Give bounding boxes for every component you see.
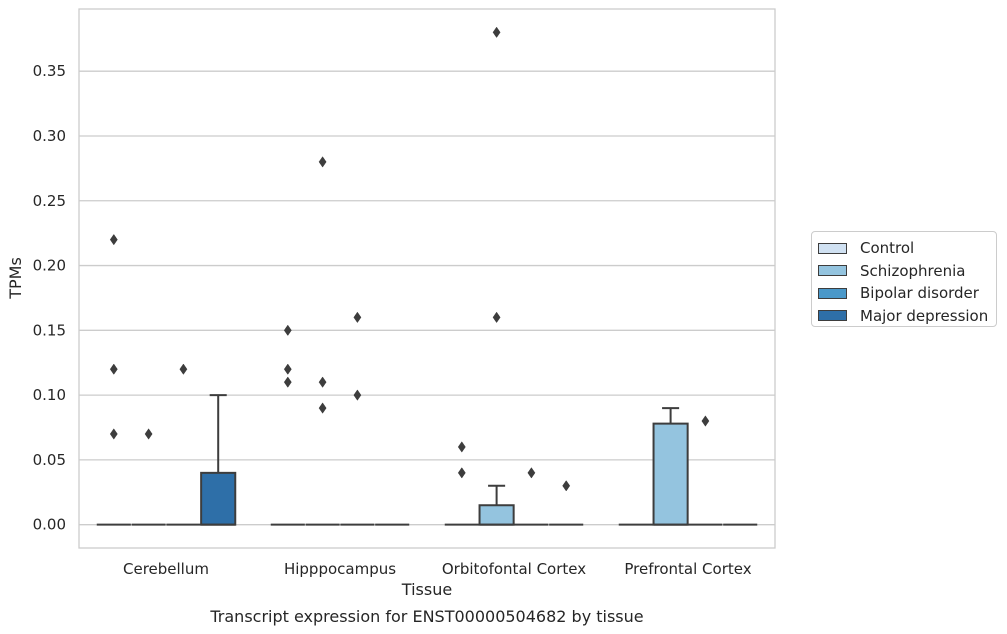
legend-label: Control (860, 239, 915, 258)
outlier-point (353, 389, 362, 401)
x-axis-label: Tissue (401, 580, 452, 599)
legend: Control Schizophrenia Bipolar disorder Majo… (811, 231, 997, 327)
legend-label: Major depression (860, 306, 989, 325)
y-tick-label: 0.35 (33, 62, 66, 80)
outlier-point (318, 376, 327, 388)
x-tick-label: Cerebellum (123, 560, 209, 578)
outlier-point (179, 363, 188, 375)
y-tick-label: 0.05 (33, 451, 66, 469)
outlier-point (701, 415, 710, 427)
x-tick-label: Orbitofontal Cortex (442, 560, 586, 578)
chart-title: Transcript expression for ENST0000050468… (209, 607, 643, 626)
legend-swatch (818, 287, 847, 299)
y-tick-label: 0.10 (33, 386, 66, 404)
y-tick-labels: 0.00 0.05 0.10 0.15 0.20 0.25 0.30 0.35 (33, 62, 66, 533)
box-group (478, 484, 515, 526)
outlier-point (144, 428, 153, 440)
x-tick-label: Hipppocampus (284, 560, 396, 578)
legend-swatch (818, 310, 847, 322)
box-group (652, 407, 689, 526)
legend-item: Bipolar disorder (812, 282, 996, 305)
outlier-point (492, 26, 501, 38)
outlier-point (109, 233, 118, 246)
box (652, 422, 689, 526)
outliers (109, 26, 710, 492)
outlier-point (318, 402, 327, 414)
y-tick-label: 0.20 (33, 257, 66, 275)
outlier-point (527, 467, 536, 479)
outlier-point (283, 363, 292, 375)
y-axis-label: TPMs (6, 257, 25, 300)
legend-swatch (818, 242, 847, 254)
outlier-point (457, 441, 466, 453)
legend-label: Schizophrenia (860, 261, 966, 280)
outlier-point (109, 428, 118, 440)
boxes (96, 394, 758, 526)
y-tick-label: 0.15 (33, 321, 66, 339)
box-group (200, 394, 237, 526)
outlier-point (283, 376, 292, 388)
legend-swatch (818, 265, 847, 277)
y-tick-label: 0.30 (33, 127, 66, 145)
outlier-point (109, 363, 118, 375)
x-tick-labels: Cerebellum Hipppocampus Orbitofontal Corte… (123, 560, 752, 578)
legend-label: Bipolar disorder (860, 284, 979, 303)
legend-item: Control (812, 237, 996, 260)
outlier-point (318, 156, 327, 168)
outlier-point (562, 480, 571, 492)
legend-item: Major depression (812, 305, 996, 328)
x-tick-label: Prefrontal Cortex (624, 560, 751, 578)
outlier-point (283, 324, 292, 336)
outlier-point (492, 311, 501, 324)
outlier-point (353, 311, 362, 324)
outlier-point (457, 467, 466, 479)
legend-item: Schizophrenia (812, 260, 996, 283)
y-tick-label: 0.00 (33, 516, 66, 534)
box (478, 504, 515, 526)
y-tick-label: 0.25 (33, 192, 66, 210)
box (200, 471, 237, 526)
